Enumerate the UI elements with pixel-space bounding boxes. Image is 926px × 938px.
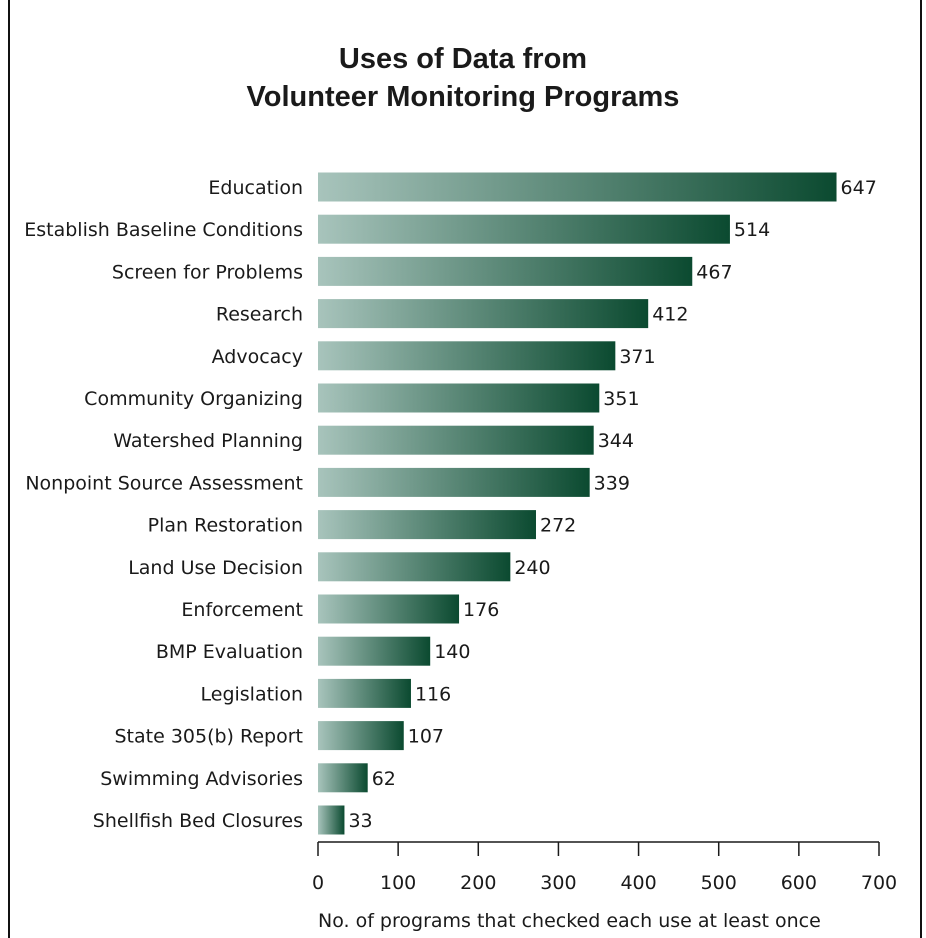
category-label: Nonpoint Source Assessment	[25, 472, 303, 494]
value-label: 371	[619, 346, 655, 368]
value-label: 467	[696, 261, 732, 283]
category-label: Establish Baseline Conditions	[24, 219, 303, 241]
value-label: 176	[463, 599, 499, 621]
bar	[318, 383, 600, 413]
x-tick-label: 500	[701, 872, 737, 894]
category-label: Research	[216, 304, 303, 326]
x-axis: 0 100 200 300 400 500 600 700	[312, 841, 897, 894]
value-label: 514	[734, 219, 770, 241]
category-label: BMP Evaluation	[156, 641, 303, 663]
value-label: 33	[348, 810, 372, 832]
category-label: Shellfish Bed Closures	[93, 810, 303, 832]
category-label: Plan Restoration	[148, 515, 303, 537]
value-label: 116	[415, 683, 451, 705]
bar	[318, 425, 594, 455]
x-tick-label: 600	[781, 872, 817, 894]
x-tick-label: 0	[312, 872, 324, 894]
bar	[318, 341, 616, 371]
value-label: 647	[841, 177, 877, 199]
value-label: 351	[603, 388, 639, 410]
bar	[318, 552, 511, 582]
value-label: 107	[408, 726, 444, 748]
category-label: Community Organizing	[84, 388, 303, 410]
x-tick-label: 300	[540, 872, 576, 894]
value-label: 140	[434, 641, 470, 663]
bar	[318, 299, 649, 329]
bar	[318, 594, 460, 624]
value-label: 272	[540, 515, 576, 537]
value-label: 240	[514, 557, 550, 579]
bar	[318, 172, 837, 202]
bar	[318, 214, 730, 244]
x-axis-title: No. of programs that checked each use at…	[318, 910, 821, 932]
bar	[318, 805, 345, 835]
x-tick-label: 100	[380, 872, 416, 894]
category-label: Screen for Problems	[112, 261, 303, 283]
bars-group: Education 647 Establish Baseline Condition…	[24, 172, 877, 835]
value-label: 62	[372, 768, 396, 790]
bar	[318, 510, 536, 540]
category-label: Swimming Advisories	[100, 768, 303, 790]
value-label: 412	[652, 304, 688, 326]
chart-title-line-2: Volunteer Monitoring Programs	[246, 81, 680, 113]
x-tick-label: 400	[620, 872, 656, 894]
category-label: Watershed Planning	[113, 430, 303, 452]
category-label: Legislation	[201, 683, 304, 705]
chart-title: Uses of Data from Volunteer Monitoring P…	[0, 40, 926, 116]
value-label: 339	[594, 472, 630, 494]
category-label: Education	[208, 177, 303, 199]
bar	[318, 678, 411, 708]
value-label: 344	[598, 430, 634, 452]
chart-title-line-1: Uses of Data from	[338, 43, 588, 75]
x-tick-label: 700	[861, 872, 897, 894]
bar	[318, 721, 404, 751]
bar	[318, 763, 368, 793]
bar	[318, 256, 693, 286]
bar	[318, 467, 590, 497]
category-label: Land Use Decision	[128, 557, 303, 579]
category-label: Advocacy	[212, 346, 303, 368]
bar	[318, 636, 431, 666]
category-label: State 305(b) Report	[114, 726, 303, 748]
category-label: Enforcement	[181, 599, 303, 621]
x-tick-label: 200	[460, 872, 496, 894]
